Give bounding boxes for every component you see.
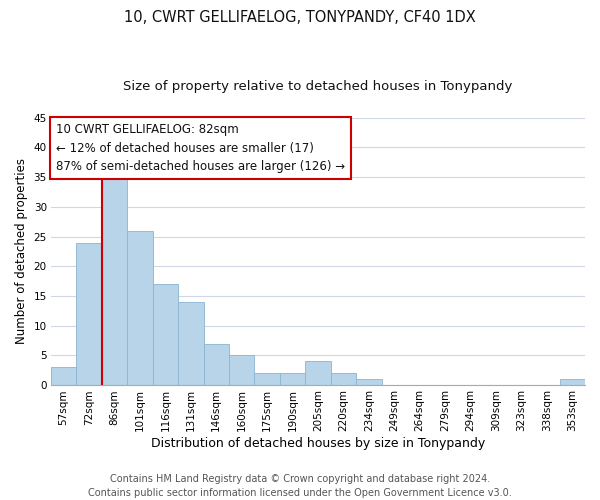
Bar [178, 302, 203, 385]
Bar [76, 242, 102, 385]
Bar [203, 344, 229, 385]
Bar [331, 374, 356, 385]
Bar [560, 379, 585, 385]
Bar [254, 374, 280, 385]
Text: 10, CWRT GELLIFAELOG, TONYPANDY, CF40 1DX: 10, CWRT GELLIFAELOG, TONYPANDY, CF40 1D… [124, 10, 476, 25]
X-axis label: Distribution of detached houses by size in Tonypandy: Distribution of detached houses by size … [151, 437, 485, 450]
Text: 10 CWRT GELLIFAELOG: 82sqm
← 12% of detached houses are smaller (17)
87% of semi: 10 CWRT GELLIFAELOG: 82sqm ← 12% of deta… [56, 123, 346, 173]
Bar [229, 356, 254, 385]
Bar [127, 230, 152, 385]
Bar [305, 362, 331, 385]
Bar [280, 374, 305, 385]
Bar [152, 284, 178, 385]
Bar [51, 368, 76, 385]
Text: Contains HM Land Registry data © Crown copyright and database right 2024.
Contai: Contains HM Land Registry data © Crown c… [88, 474, 512, 498]
Title: Size of property relative to detached houses in Tonypandy: Size of property relative to detached ho… [123, 80, 512, 93]
Bar [356, 379, 382, 385]
Y-axis label: Number of detached properties: Number of detached properties [15, 158, 28, 344]
Bar [102, 166, 127, 385]
